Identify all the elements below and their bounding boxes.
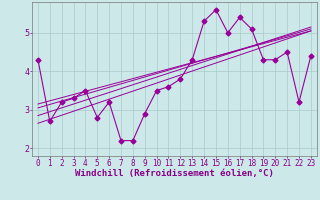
X-axis label: Windchill (Refroidissement éolien,°C): Windchill (Refroidissement éolien,°C) (75, 169, 274, 178)
